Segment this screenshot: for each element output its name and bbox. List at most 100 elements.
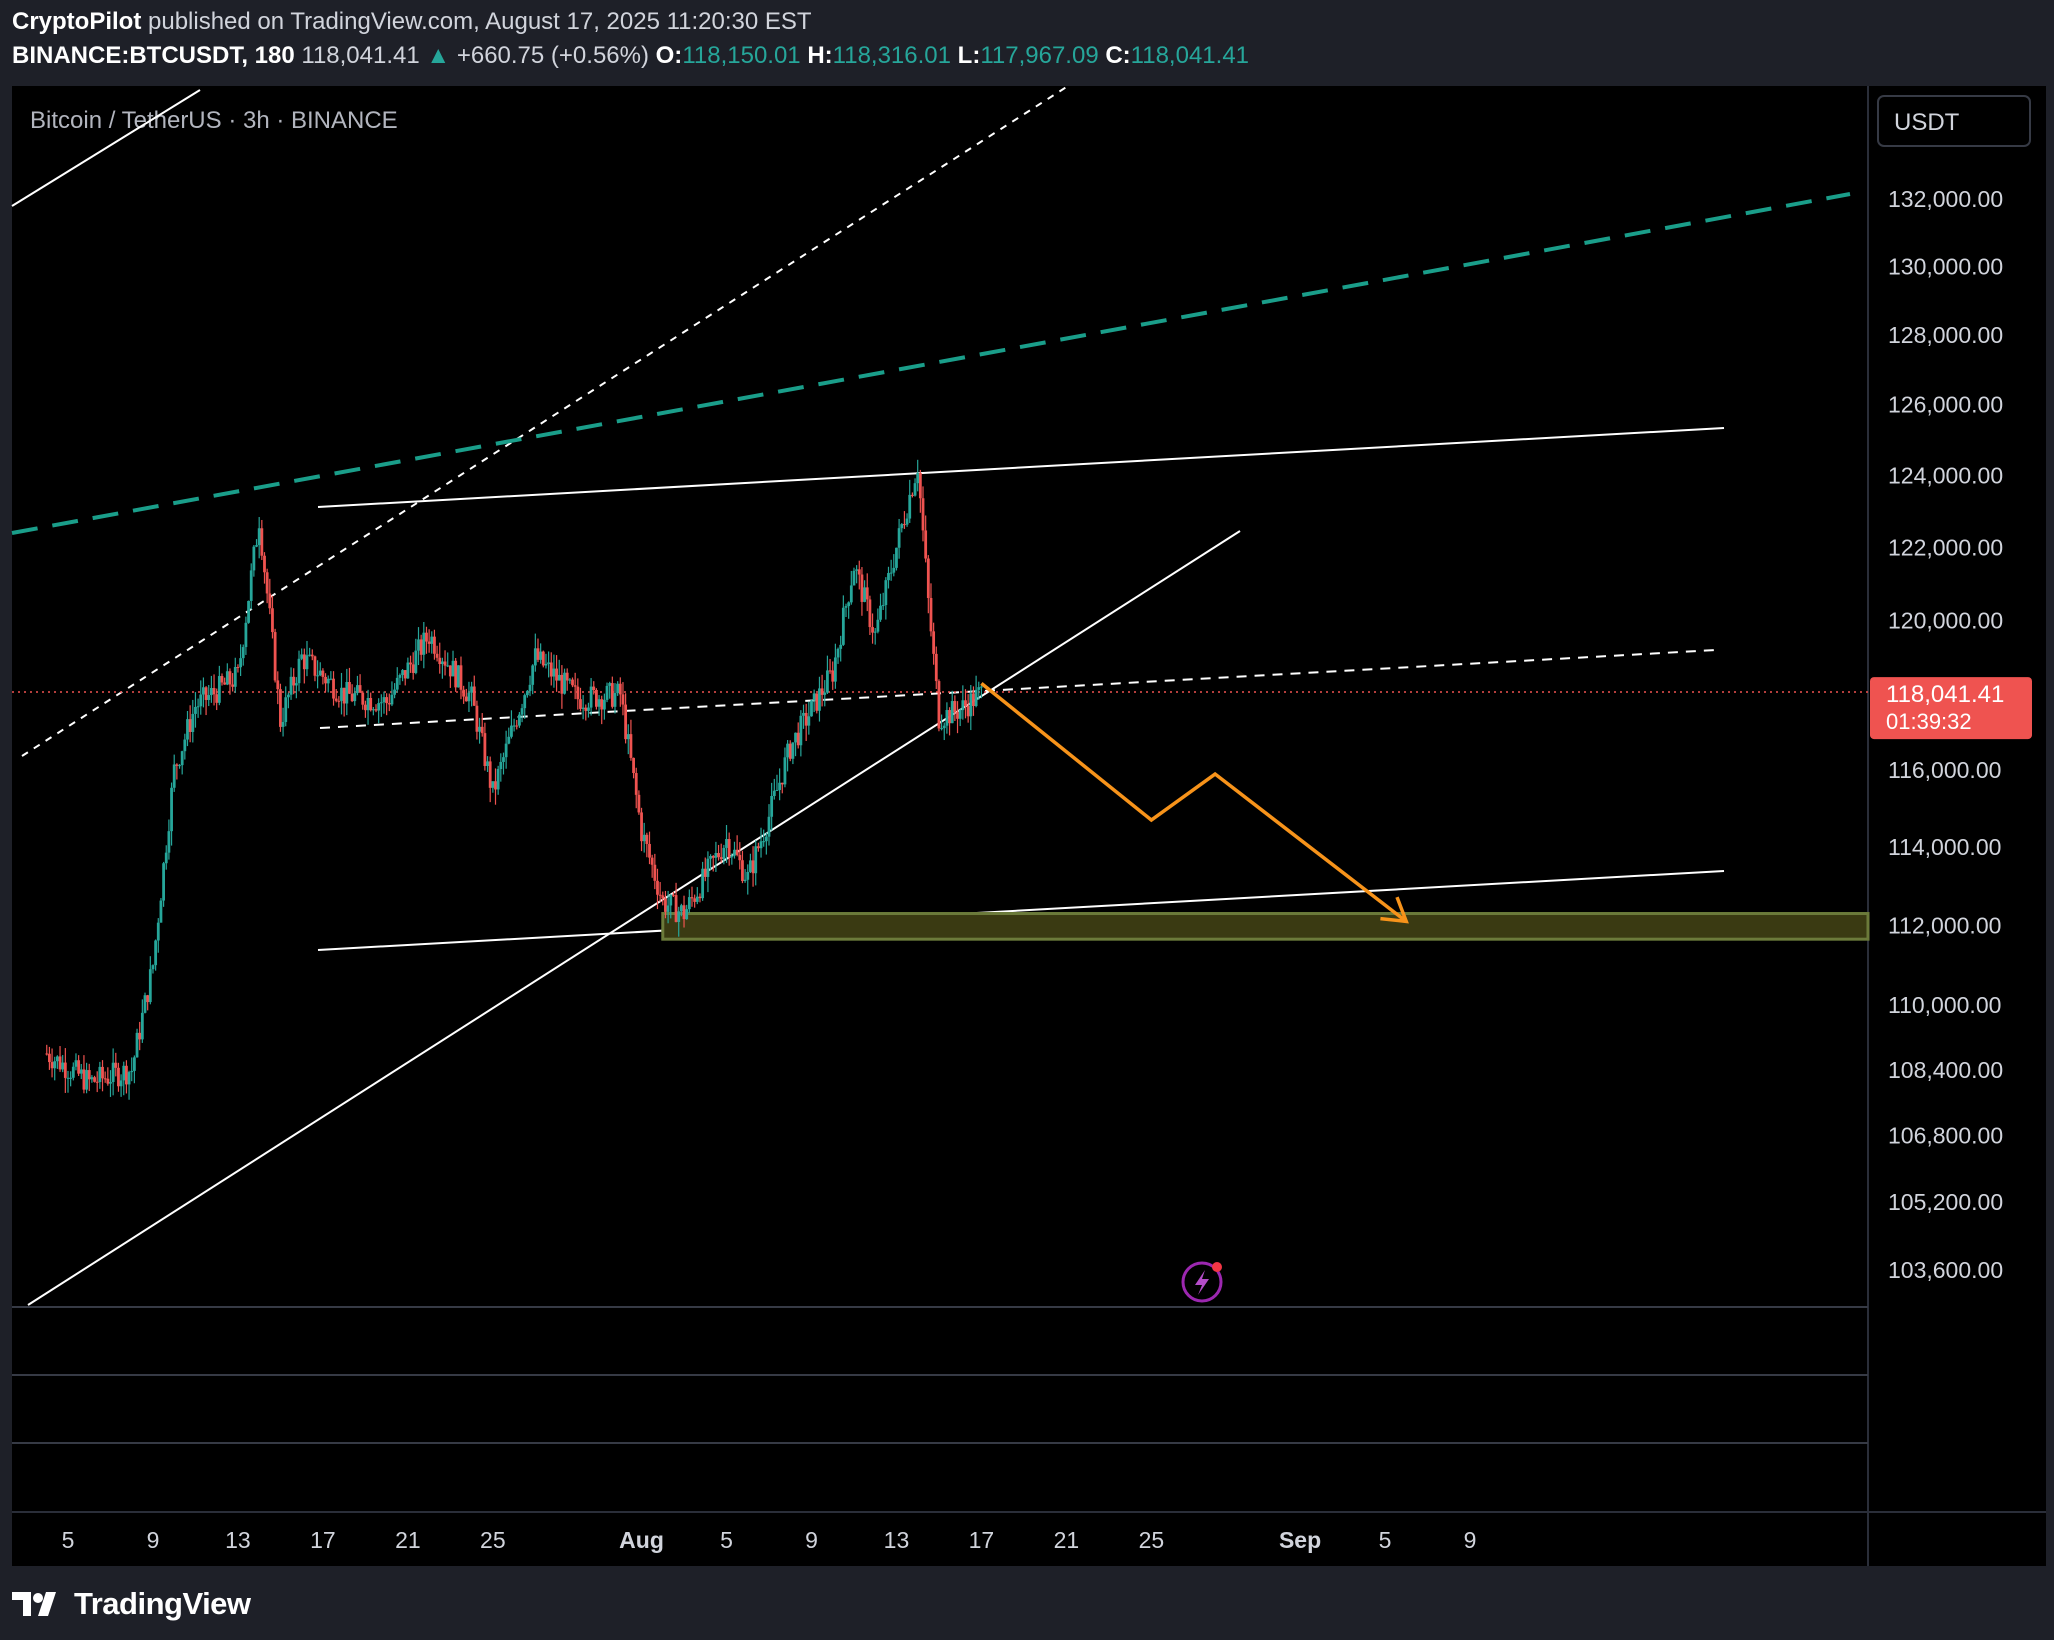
candle-body — [265, 572, 269, 594]
candle-body — [849, 585, 853, 603]
candle-body — [467, 692, 471, 702]
low-value: 117,967.09 — [980, 42, 1099, 69]
candle-body — [286, 694, 290, 698]
candle-body — [948, 710, 951, 724]
tradingview-logo-icon — [12, 1592, 56, 1616]
price-tag-box — [1870, 677, 2032, 740]
candle-body — [871, 627, 874, 633]
candle-body — [464, 696, 468, 702]
candle-body — [125, 1065, 128, 1085]
channel-upper-line[interactable] — [317, 427, 1725, 508]
price-tick-label: 120,000.00 — [1888, 607, 2003, 633]
candle-body — [626, 734, 630, 740]
candle-body — [685, 909, 689, 920]
candle-body — [260, 528, 264, 556]
candle-body — [451, 660, 455, 677]
candle-body — [751, 860, 755, 874]
projection-path[interactable] — [980, 682, 1408, 923]
tradingview-wordmark: TradingView — [74, 1586, 251, 1621]
rising-trendline[interactable] — [27, 530, 1241, 1306]
candle-body — [727, 838, 731, 858]
candle-body — [496, 769, 500, 790]
candle-body — [422, 632, 426, 655]
time-tick-label: Aug — [619, 1527, 664, 1553]
candle-body — [913, 483, 917, 496]
candle-body — [244, 622, 248, 648]
candle-body — [249, 570, 253, 601]
candle-body — [966, 706, 970, 717]
candle-body — [868, 599, 872, 628]
candle-body — [518, 714, 521, 726]
candle-body — [103, 1078, 107, 1080]
candle-body — [132, 1057, 136, 1071]
candle-body — [478, 726, 481, 732]
candle-body — [66, 1077, 70, 1079]
candle-body — [706, 858, 710, 877]
candle-body — [95, 1081, 99, 1083]
candle-body — [525, 691, 529, 696]
symbol-label: BINANCE:BTCUSDT, 180 — [12, 42, 295, 69]
channel-dashed-line[interactable] — [11, 192, 1851, 535]
candle-body — [632, 757, 635, 774]
trend-line-top-left[interactable] — [11, 89, 201, 207]
time-tick-label: 25 — [1139, 1527, 1165, 1553]
candle-body — [621, 694, 625, 705]
candle-body — [395, 677, 399, 690]
candle-body — [602, 699, 606, 710]
candle-body — [427, 641, 431, 644]
tradingview-logo[interactable]: TradingView — [12, 1584, 251, 1624]
candle-body — [194, 707, 197, 714]
candle-body — [579, 699, 582, 709]
dashed-support-trendline[interactable] — [21, 85, 1069, 757]
candle-body — [807, 716, 811, 726]
symbol-info: BINANCE:BTCUSDT, 180 118,041.41 ▲ +660.7… — [12, 42, 1249, 70]
close-label: C: — [1105, 42, 1131, 69]
candle-body — [924, 530, 928, 559]
time-axis[interactable]: 5 9 13 17 21 25 Aug 5 9 13 17 21 25 Sep 5 9 — [62, 1527, 1477, 1553]
candle-body — [178, 765, 181, 767]
candle-body — [292, 676, 296, 686]
candle-body — [900, 524, 904, 529]
lightning-icon-ring[interactable] — [1181, 1261, 1223, 1303]
candle-body — [411, 664, 415, 673]
price-axis[interactable]: 132,000.00 130,000.00 128,000.00 126,000.00… — [1888, 186, 2003, 1283]
time-tick-label: 13 — [225, 1527, 251, 1553]
candle-body — [687, 897, 691, 910]
published-text: published on TradingView.com, August 17,… — [148, 8, 812, 35]
candle-body — [231, 684, 235, 687]
support-zone[interactable] — [661, 912, 1870, 941]
candle-body — [733, 849, 736, 856]
lightning-icon[interactable] — [1181, 1261, 1223, 1303]
candle-body — [945, 710, 949, 726]
candle-body — [284, 697, 288, 722]
candle-body — [151, 965, 155, 970]
candle-body — [536, 648, 540, 660]
candle-body — [510, 725, 513, 737]
candle-body — [974, 689, 978, 707]
candle-body — [175, 764, 179, 766]
drawings[interactable] — [11, 85, 1868, 1306]
candle-body — [823, 692, 827, 695]
candle-body — [403, 670, 407, 679]
candle-body — [345, 682, 349, 704]
candle-body — [515, 725, 519, 727]
currency-button-label[interactable]: USDT — [1894, 109, 1960, 136]
candle-body — [111, 1062, 115, 1082]
candle-body — [507, 736, 511, 744]
price-tick-label: 132,000.00 — [1888, 186, 2003, 212]
close-value: 118,041.41 — [1130, 42, 1250, 69]
candle-body — [334, 698, 338, 701]
candle-body — [799, 715, 803, 746]
channel-lower-line[interactable] — [317, 870, 1725, 951]
candle-body — [650, 857, 654, 865]
candle-body — [786, 743, 789, 758]
currency-button-frame[interactable] — [1877, 95, 2031, 147]
high-value: 118,316.01 — [832, 42, 951, 69]
author-name[interactable]: CryptoPilot — [12, 8, 142, 35]
candle-body — [555, 668, 558, 681]
candle-body — [324, 676, 327, 684]
candle-body — [353, 693, 357, 702]
candle-body — [69, 1077, 73, 1079]
currency-button[interactable]: USDT — [1877, 95, 2031, 147]
